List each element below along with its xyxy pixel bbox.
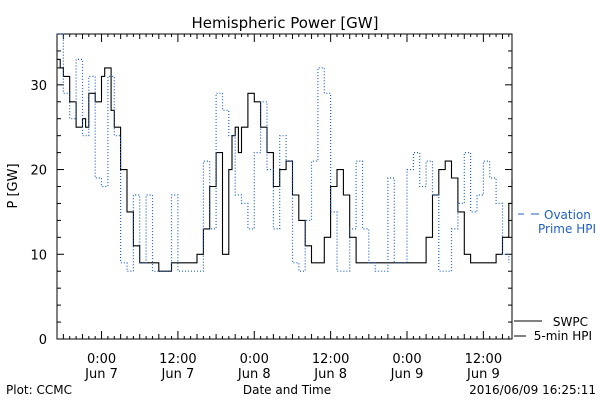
swpc-hpi-series-line: [57, 58, 513, 272]
plot-frame: [56, 33, 513, 340]
x-tick-label: 0:00: [392, 352, 421, 367]
ovation-legend-label: Ovation: [544, 208, 591, 222]
x-axis-label: Date and Time: [243, 383, 331, 397]
timestamp: 2016/06/09 16:25:11: [469, 383, 596, 397]
x-tick-label: Jun 9: [466, 367, 500, 382]
x-tick-label: Jun 8: [313, 367, 347, 382]
swpc-legend-label: SWPC: [553, 315, 588, 329]
ovation-legend-label: Prime HPI: [538, 222, 596, 236]
y-tick-label: 0: [39, 333, 47, 348]
y-axis-label: P [GW]: [6, 163, 21, 208]
y-axis-ticks: 0 10 20 30: [30, 33, 512, 348]
y-tick-label: 20: [30, 164, 47, 179]
x-tick-label: Jun 9: [390, 367, 424, 382]
x-tick-label: 0:00: [87, 352, 116, 367]
y-tick-label: 30: [30, 79, 47, 94]
x-tick-label: 12:00: [312, 352, 349, 367]
x-tick-label: 0:00: [240, 352, 269, 367]
ovation-prime-series-line: [57, 33, 510, 272]
series-layer: [57, 33, 513, 272]
x-tick-label: Jun 8: [237, 367, 271, 382]
chart-title: Hemispheric Power [GW]: [192, 14, 379, 32]
x-tick-label: 12:00: [465, 352, 502, 367]
x-tick-label: 12:00: [159, 352, 196, 367]
swpc-legend-label: 5-min HPI: [534, 329, 592, 343]
x-tick-label: Jun 7: [161, 367, 195, 382]
y-tick-label: 10: [30, 248, 47, 263]
x-tick-label: Jun 7: [84, 367, 118, 382]
plot-credit: Plot: CCMC: [6, 383, 72, 397]
